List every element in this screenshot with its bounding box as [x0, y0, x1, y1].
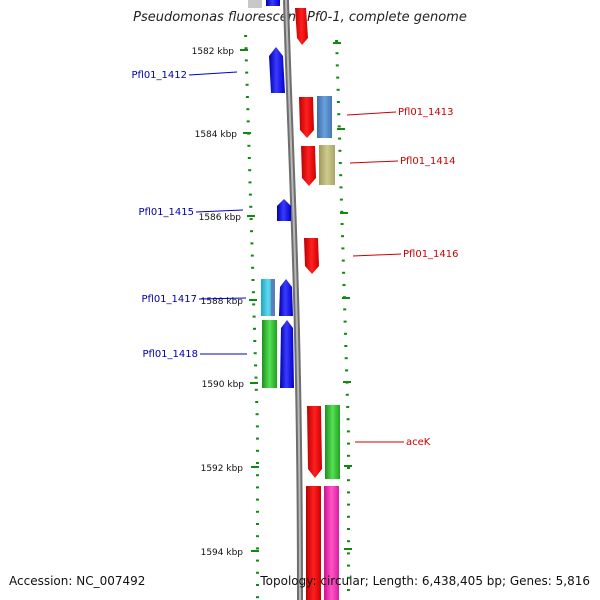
- label-leader: [195, 209, 244, 213]
- right-gene-labels: Pfl01_1413 Pfl01_1414 Pfl01_1416 aceK: [346, 107, 459, 448]
- gene-arrow-red-1414[interactable]: [301, 146, 316, 186]
- gene-label-pfl01-1415[interactable]: Pfl01_1415: [138, 207, 194, 218]
- tick-label: 1586 kbp: [199, 213, 242, 223]
- gene-fragment-top-blue: [266, 0, 280, 6]
- gene-arrow-pfl01-1412[interactable]: [269, 47, 285, 93]
- gene-block-pink-bottom[interactable]: [324, 486, 339, 600]
- genome-backbone-highlight: [285, 0, 301, 600]
- tick-label: 1594 kbp: [201, 548, 244, 558]
- right-minor-ticks: [335, 40, 350, 591]
- gene-arrow-acek[interactable]: [307, 406, 322, 478]
- forward-genes: [261, 47, 294, 388]
- gene-arrow-partial-top[interactable]: [295, 8, 308, 45]
- gene-block-green[interactable]: [262, 320, 277, 388]
- gene-label-pfl01-1412[interactable]: Pfl01_1412: [131, 70, 187, 81]
- gene-label-pfl01-1413[interactable]: Pfl01_1413: [398, 107, 454, 118]
- gene-arrow-pfl01-1416[interactable]: [304, 238, 319, 274]
- left-minor-ticks: [244, 35, 259, 599]
- scale-ticks: 1582 kbp 1584 kbp 1586 kbp 1588 kbp 1590…: [192, 42, 352, 558]
- gene-block-pfl01-1414[interactable]: [319, 145, 335, 185]
- reverse-genes: [295, 8, 340, 600]
- accession-text: Accession: NC_007492: [9, 574, 146, 588]
- gene-label-pfl01-1416[interactable]: Pfl01_1416: [403, 249, 459, 260]
- gene-arrow-pfl01-1418[interactable]: [280, 320, 294, 388]
- tick-label: 1590 kbp: [202, 380, 245, 390]
- left-gene-labels: Pfl01_1412 Pfl01_1415 Pfl01_1417 Pfl01_1…: [131, 70, 247, 360]
- tick-label: 1582 kbp: [192, 47, 235, 57]
- label-leader: [349, 160, 399, 164]
- gene-arrow-red-1413[interactable]: [299, 97, 314, 138]
- tick-label: 1584 kbp: [195, 130, 238, 140]
- label-leader: [346, 111, 397, 116]
- tick-label: 1588 kbp: [201, 297, 244, 307]
- topology-text: Topology: circular; Length: 6,438,405 bp…: [260, 574, 590, 588]
- label-leader: [198, 297, 247, 300]
- gene-arrow-pfl01-1415[interactable]: [277, 199, 291, 221]
- gene-label-pfl01-1418[interactable]: Pfl01_1418: [142, 349, 198, 360]
- label-leader: [188, 71, 238, 76]
- label-leader: [352, 253, 402, 257]
- gene-block-red-bottom[interactable]: [306, 486, 321, 600]
- tick-label: 1592 kbp: [201, 464, 244, 474]
- gene-block-acek-green[interactable]: [325, 405, 340, 479]
- gene-label-pfl01-1417[interactable]: Pfl01_1417: [141, 294, 197, 305]
- gene-block-pfl01-1413[interactable]: [317, 96, 332, 138]
- gene-fragment-top: [248, 0, 262, 8]
- gene-arrow-pfl01-1417[interactable]: [279, 279, 293, 316]
- gene-block-slate: [271, 279, 275, 316]
- gene-label-pfl01-1414[interactable]: Pfl01_1414: [400, 156, 456, 167]
- gene-label-acek[interactable]: aceK: [406, 437, 431, 448]
